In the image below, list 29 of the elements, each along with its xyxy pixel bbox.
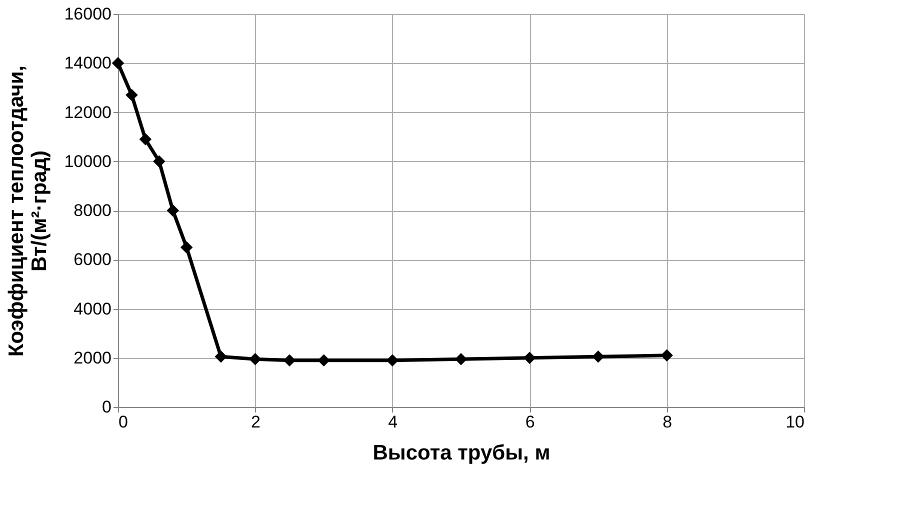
y-tick-label: 14000 [64, 54, 112, 73]
y-tick-label: 4000 [74, 299, 112, 318]
x-axis-title: Высота трубы, м [372, 442, 550, 464]
x-tick-label: 6 [525, 412, 535, 432]
x-tick-label: 0 [118, 412, 128, 432]
point [660, 349, 673, 362]
x-tick-label: 2 [250, 412, 260, 432]
y-tick-label: 6000 [74, 250, 112, 270]
y-tick-label: 12000 [64, 102, 112, 122]
point [166, 204, 180, 217]
point [318, 354, 330, 366]
point [139, 133, 152, 146]
point [153, 155, 166, 168]
y-tick-label: 2000 [74, 348, 112, 368]
point [126, 88, 138, 102]
x-tick-label: 8 [662, 412, 672, 432]
y-tick-label: 16000 [64, 4, 112, 24]
y-tick-label: 0 [102, 398, 112, 416]
y-tick-label: 8000 [74, 201, 112, 220]
point [214, 350, 228, 363]
point [249, 352, 262, 366]
point [592, 350, 604, 363]
x-tick-label: 10 [786, 412, 804, 432]
point [112, 57, 124, 70]
y-tick-label: 10000 [64, 152, 112, 171]
point [283, 354, 296, 366]
y-axis-title: Коэффициент теплоотдачи, Вт/(м²·град) [5, 65, 52, 357]
x-tick-label: 4 [388, 412, 398, 432]
point [180, 241, 193, 254]
